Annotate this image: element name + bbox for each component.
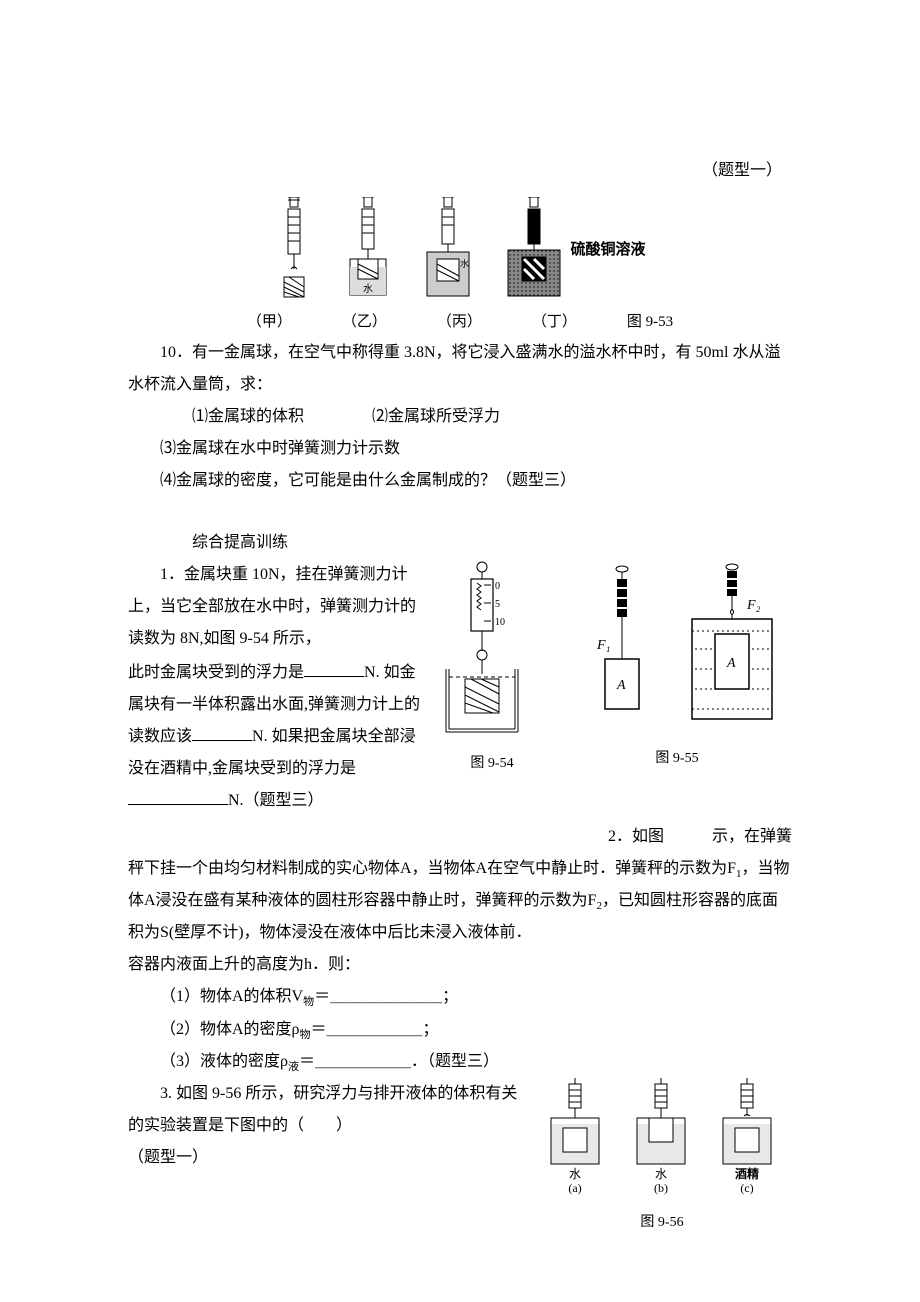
fig953-yi: 水 [344,197,392,302]
svg-text:10: 10 [495,617,505,628]
fig953-ding: 硫酸铜溶液 [504,197,645,302]
svg-text:(b): (b) [654,1181,668,1195]
q2-lead-tail: 示，在弹簧 [712,828,792,845]
svg-text:水: 水 [363,283,373,295]
q2-body: 秤下挂一个由均匀材料制成的实心物体A，当物体A在空气中静止时．弹簧秤的示数为F1… [128,853,792,949]
label-jia: （甲） [247,307,292,337]
fig954-label: 图 9-54 [432,750,552,778]
sulfate-label: 硫酸铜溶液 [570,235,645,265]
spring-scale-cuso4-icon [504,197,564,302]
blank-1 [304,661,364,677]
spring-scale-partial-icon: 水 [344,197,392,302]
fig953-jia [274,197,314,302]
q10-p2: ⑵金属球所受浮力 [372,408,500,425]
svg-text:酒精: 酒精 [734,1166,758,1181]
fig956-svg: 水 (a) 水 (b) [535,1078,790,1198]
q2-p3: （3）液体的密度ρ液＝＿＿＿＿＿＿．（题型三） [128,1046,792,1078]
svg-text:0: 0 [495,581,500,592]
figure-9-53: 水 水 硫酸 [128,197,792,302]
svg-text:F₂: F₂ [746,598,761,613]
blank-2 [192,725,252,741]
svg-text:A: A [616,678,626,693]
q2-lead-a: 2．如图 [608,828,664,845]
figure-9-56: 水 (a) 水 (b) [532,1078,792,1237]
q10-p4: ⑷金属球的密度，它可能是由什么金属制成的？（题型三） [128,465,792,497]
q1-b5: N.（题型三） [228,792,324,809]
spring-scale-air-icon [274,197,314,302]
fig955-svg: F₁ A F₂ [567,559,787,734]
q9-type-tag: （题型一） [128,155,792,187]
q2-p1: （1）物体A的体积V物＝＿＿＿＿＿＿＿； [128,981,792,1013]
q10-stem: 10．有一金属球，在空气中称得重 3.8N，将它浸入盛满水的溢水杯中时，有 50… [128,337,792,401]
label-fig953: 图 9-53 [627,307,673,337]
svg-text:(c): (c) [740,1181,753,1195]
svg-text:(a): (a) [568,1181,581,1195]
q1-b3: 读数应该 [128,728,192,745]
section-heading: 综合提高训练 [128,527,792,559]
label-bing: （丙） [437,307,482,337]
figure-9-55: F₁ A F₂ [562,559,792,773]
svg-text:5: 5 [495,599,500,610]
label-ding: （丁） [532,307,577,337]
blank-3 [128,789,228,805]
q2-body2: 容器内液面上升的高度为h．则： [128,949,792,981]
svg-text:F₁: F₁ [596,638,610,653]
q2-lead: 2．如图 示，在弹簧 [128,821,792,853]
figure-9-54: 0 5 10 图 9-54 [432,559,552,778]
q2-p2: （2）物体A的密度ρ物＝＿＿＿＿＿＿； [128,1014,792,1046]
fig953-bing: 水 [422,197,474,302]
label-yi: （乙） [342,307,387,337]
fig956-label: 图 9-56 [532,1209,792,1237]
svg-text:A: A [726,656,736,671]
q1-b: 此时金属块受到的浮力是 [128,664,304,681]
q1-body: 此时金属块受到的浮力是N. 如金属块有一半体积露出水面,弹簧测力计上的 读数应该… [128,657,438,817]
q10-p3: ⑶金属球在水中时弹簧测力计示数 [128,433,792,465]
q10-p1: ⑴金属球的体积 [192,408,304,425]
q10-p12: ⑴金属球的体积 ⑵金属球所受浮力 [128,401,792,433]
fig955-label: 图 9-55 [562,745,792,773]
spring-scale-submerged-icon: 水 [422,197,474,302]
svg-text:水: 水 [460,258,469,269]
fig953-labels: （甲） （乙） （丙） （丁） 图 9-53 [128,307,792,337]
svg-text:水: 水 [568,1167,580,1181]
svg-text:水: 水 [654,1167,666,1181]
fig954-svg: 0 5 10 [437,559,547,739]
